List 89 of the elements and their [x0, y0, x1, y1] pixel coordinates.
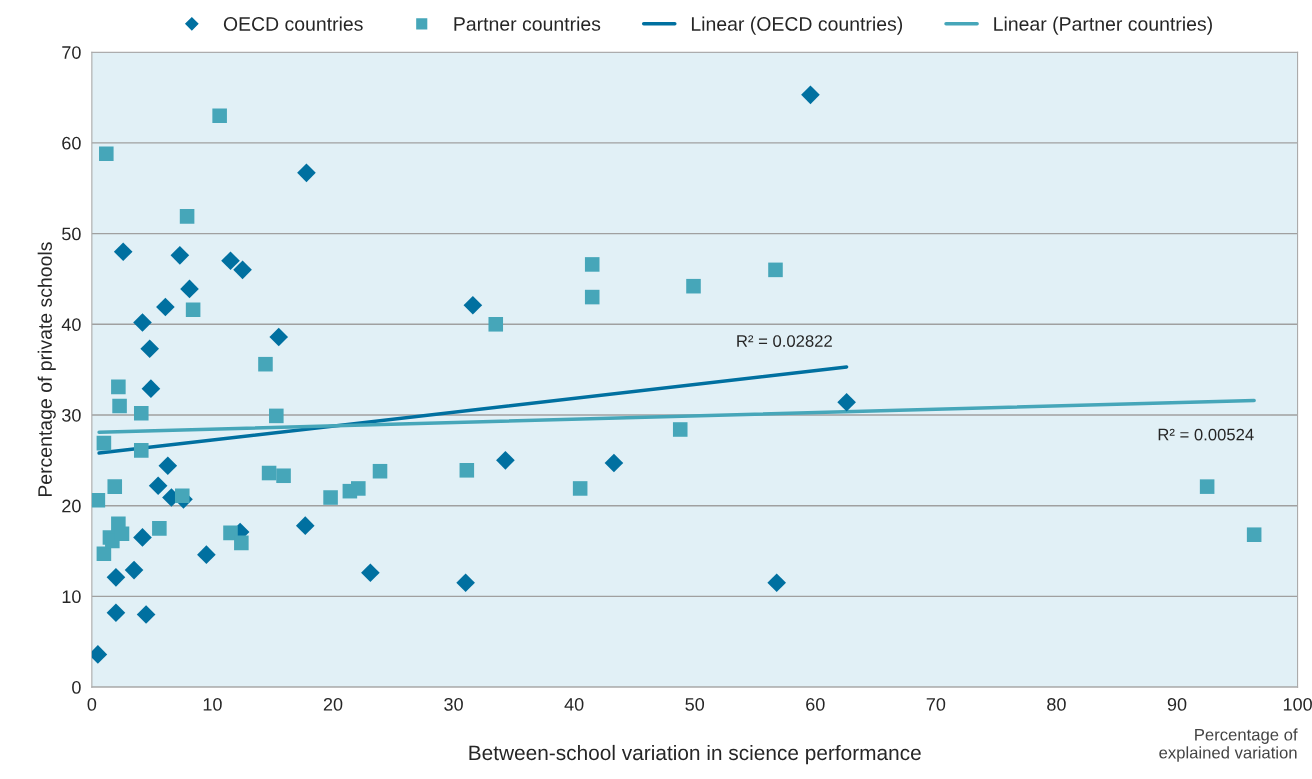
- point: [459, 463, 475, 478]
- point: [148, 476, 168, 496]
- point: [197, 545, 216, 564]
- point: [156, 297, 175, 317]
- point: [488, 317, 504, 332]
- y-tick-label: 50: [62, 227, 81, 241]
- legend-label: Linear (OECD countries): [691, 16, 903, 35]
- point: [372, 463, 388, 479]
- x-tick-label: 80: [1047, 697, 1066, 711]
- point: [133, 443, 149, 458]
- x-tick-label: 0: [87, 697, 97, 711]
- point: [269, 408, 284, 424]
- point: [140, 339, 160, 359]
- x-tick-label: 60: [806, 697, 825, 711]
- point: [113, 242, 133, 262]
- legend-label: Linear (Partner countries): [994, 16, 1212, 35]
- point: [96, 546, 112, 562]
- legend-label: Partner countries: [454, 16, 601, 31]
- point: [351, 481, 366, 496]
- legend-label: OECD countries: [223, 16, 363, 31]
- point: [133, 313, 152, 332]
- point: [584, 257, 600, 272]
- point: [767, 573, 787, 593]
- point: [141, 379, 161, 398]
- annotation: R² = 0.02822: [737, 335, 832, 347]
- point: [233, 260, 252, 280]
- point: [768, 262, 783, 278]
- point: [99, 146, 114, 162]
- point: [297, 163, 316, 183]
- point: [174, 488, 190, 503]
- y-axis-title: Percentage of private schools: [37, 242, 56, 497]
- point: [276, 468, 291, 484]
- point: [91, 492, 106, 508]
- y-tick-label: 0: [72, 681, 81, 694]
- point: [361, 563, 380, 583]
- text: Percentage of explained variation: [1159, 728, 1298, 762]
- point: [269, 327, 289, 347]
- point: [179, 209, 195, 224]
- annotation: R² = 0.00524: [1158, 428, 1254, 441]
- point: [223, 525, 238, 541]
- x-tick-label: 90: [1167, 697, 1187, 711]
- point: [136, 605, 156, 624]
- point: [212, 108, 227, 123]
- point: [133, 405, 149, 421]
- point: [170, 246, 190, 265]
- point: [323, 490, 338, 505]
- y-tick-label: 60: [62, 136, 81, 150]
- point: [106, 568, 126, 587]
- point: [463, 295, 483, 315]
- x-tick-label: 70: [926, 697, 946, 711]
- point: [496, 451, 515, 470]
- y-tick-label: 20: [62, 499, 81, 513]
- x-tick-label: 30: [444, 697, 463, 711]
- x-tick-label: 100: [1283, 697, 1312, 711]
- point: [111, 379, 126, 395]
- point: [234, 535, 249, 551]
- point: [837, 392, 856, 412]
- y-tick-label: 30: [62, 408, 81, 422]
- point: [158, 456, 178, 476]
- x-tick-label: 50: [685, 697, 705, 711]
- point: [801, 85, 820, 105]
- point: [604, 453, 624, 473]
- y-tick-label: 10: [62, 590, 81, 604]
- x-tick-label: 10: [203, 697, 222, 711]
- x-tick-label: 20: [323, 697, 343, 711]
- point: [686, 278, 701, 294]
- y-tick-label: 40: [61, 318, 81, 332]
- point: [106, 603, 126, 623]
- point: [456, 573, 475, 593]
- point: [221, 251, 240, 271]
- y-tick-label: 70: [62, 46, 81, 59]
- point: [258, 356, 273, 372]
- point: [124, 560, 144, 580]
- point: [185, 302, 201, 318]
- x-tick-label: 40: [564, 697, 584, 711]
- point: [180, 279, 199, 299]
- point: [1246, 527, 1262, 542]
- point: [672, 422, 688, 437]
- point: [295, 516, 315, 535]
- point: [152, 521, 167, 536]
- x-axis-title: Between-school variation in science performance: [469, 744, 921, 765]
- point: [133, 528, 152, 547]
- point: [107, 479, 123, 494]
- point: [96, 435, 112, 451]
- point: [112, 398, 127, 414]
- point: [572, 481, 588, 496]
- point: [261, 465, 277, 481]
- point: [1199, 479, 1215, 494]
- point: [584, 289, 600, 305]
